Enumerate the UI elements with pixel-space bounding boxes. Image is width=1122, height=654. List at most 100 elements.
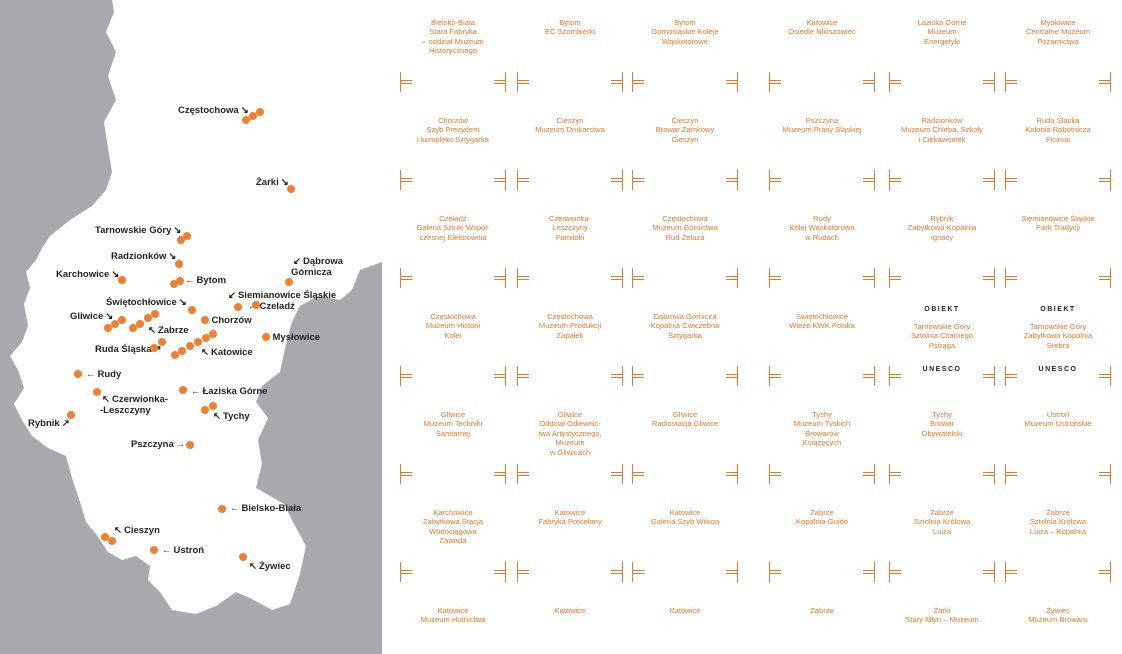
location-dot[interactable]	[234, 303, 242, 311]
location-dot[interactable]	[74, 370, 82, 378]
location-dot[interactable]	[249, 112, 257, 120]
site-card[interactable]: Tarnowskie Góry Zabytkowa Kopalnia Srebr…	[1001, 268, 1115, 392]
location-dot[interactable]	[101, 533, 109, 541]
site-card[interactable]: Karchowice Zabytkowa Stacja Wodociągowa …	[396, 464, 510, 588]
site-card[interactable]: Zabrze Sztolnia Królowa Luiza	[885, 464, 999, 588]
location-dot[interactable]	[188, 306, 196, 314]
site-card[interactable]: Tychy Muzeum Tyskich Browarów Książęcych	[765, 366, 879, 490]
location-dot[interactable]	[118, 316, 126, 324]
location-dot[interactable]	[262, 333, 270, 341]
site-card[interactable]: Rybnik Zabytkowa Kopalnia Ignacy	[885, 170, 999, 294]
site-card[interactable]: Bytom EC Szombierki	[513, 0, 627, 98]
site-card[interactable]: Siemianowice Śląskie Park Tradycji	[1001, 170, 1115, 294]
location-dot[interactable]	[170, 280, 178, 288]
location-dot[interactable]	[129, 324, 137, 332]
site-card[interactable]: Dąbrowa Górnicza Kopalnia Ćwiczebna Szty…	[628, 268, 742, 392]
location-dot[interactable]	[111, 320, 119, 328]
site-name: Zabrze Sztolnia Królowa Luiza	[913, 508, 971, 536]
site-name: Gliwice Radiostacja Gliwice	[651, 410, 719, 429]
site-card[interactable]: Bytom Górnośląskie Koleje Wąskotorowe	[628, 0, 742, 98]
corner-mark	[400, 374, 412, 386]
location-dot[interactable]	[183, 232, 191, 240]
site-card[interactable]: Mysłowice Centralne Muzeum Pożarnictwa	[1001, 0, 1115, 98]
corner-mark	[632, 170, 644, 182]
location-dot[interactable]	[179, 386, 187, 394]
site-card[interactable]: Katowice Muzeum Hutnictwa	[396, 562, 510, 654]
site-card[interactable]: Cieszyn Browar Zamkowy Cieszyn	[628, 72, 742, 196]
site-card[interactable]: Tychy Browar Obywatelski	[885, 366, 999, 490]
location-dot[interactable]	[108, 537, 116, 545]
site-card[interactable]: Gliwice Radiostacja Gliwice	[628, 366, 742, 490]
location-dot[interactable]	[93, 388, 101, 396]
location-dot[interactable]	[104, 324, 112, 332]
location-dot[interactable]	[202, 334, 210, 342]
corner-mark	[1099, 268, 1111, 280]
site-card[interactable]: Cieszyn Muzeum Drukarstwa	[513, 72, 627, 196]
site-card[interactable]: Pszczyna Muzeum Prasy Śląskiej	[765, 72, 879, 196]
site-card[interactable]: Ruda Śląska Kolonia Robotnicza Ficinus	[1001, 72, 1115, 196]
location-dot[interactable]	[209, 402, 217, 410]
corner-mark	[1099, 276, 1111, 288]
location-dot[interactable]	[252, 301, 260, 309]
site-card[interactable]: Czeladź Galeria Sztuki Współ- czesnej El…	[396, 170, 510, 294]
location-dot[interactable]	[178, 347, 186, 355]
site-card[interactable]: Katowice Fabryka Porcelany	[513, 464, 627, 588]
corner-mark	[889, 276, 901, 288]
corner-mark	[889, 178, 901, 190]
site-card[interactable]: Żywiec Muzeum Browaru	[1001, 562, 1115, 654]
location-dot[interactable]	[186, 342, 194, 350]
location-dot[interactable]	[256, 108, 264, 116]
location-dot[interactable]	[287, 185, 295, 193]
location-dot[interactable]	[150, 344, 158, 352]
location-dot[interactable]	[194, 338, 202, 346]
location-dot[interactable]	[176, 277, 184, 285]
site-card[interactable]: Zabrze	[765, 562, 879, 654]
site-card[interactable]: Katowice Galeria Szyb Wilson	[628, 464, 742, 588]
location-dot[interactable]	[175, 260, 183, 268]
city-label-karchowice: Karchowice ↘	[56, 268, 121, 282]
location-dot[interactable]	[239, 553, 247, 561]
location-dot[interactable]	[151, 310, 159, 318]
site-name: Świętochłowice Wieże KWK Polska	[789, 312, 855, 331]
location-dot[interactable]	[67, 411, 75, 419]
site-card[interactable]: Bielsko-Biała Stara Fabryka – oddział Mu…	[396, 0, 510, 98]
site-card[interactable]: Gliwice Oddział Odlewnic- twa Artystyczn…	[513, 366, 627, 490]
location-dot[interactable]	[144, 314, 152, 322]
location-dot[interactable]	[186, 441, 194, 449]
location-dot[interactable]	[171, 351, 179, 359]
site-card[interactable]: Katowice	[628, 562, 742, 654]
site-card[interactable]: Radzionków Muzeum Chleba, Szkoły i Cieka…	[885, 72, 999, 196]
site-card[interactable]: Częstochowa Muzeum Historii Kolei	[396, 268, 510, 392]
city-name: Rybnik	[28, 418, 60, 429]
site-card[interactable]: Częstochowa Muzeum Produkcji Zapałek	[513, 268, 627, 392]
city-label-radzionków: Radzionków ↘	[111, 250, 178, 264]
site-card[interactable]: Świętochłowice Wieże KWK Polska	[765, 268, 879, 392]
location-dot[interactable]	[158, 338, 166, 346]
site-card[interactable]: Tarnowskie Góry Sztolnia Czarnego Pstrąg…	[885, 268, 999, 392]
site-card[interactable]: Częstochowa Muzeum Górnictwa Rud Żelaza	[628, 170, 742, 294]
corner-mark	[517, 80, 529, 92]
location-dot[interactable]	[201, 316, 209, 324]
site-card[interactable]: Katowice	[513, 562, 627, 654]
site-card[interactable]: Chorzów Szyb Prezydent i kompleks Sztyga…	[396, 72, 510, 196]
location-dot[interactable]	[201, 406, 209, 414]
site-card[interactable]: Żarki Stary Młyn – Muzeum	[885, 562, 999, 654]
location-dot[interactable]	[242, 116, 250, 124]
site-card[interactable]: Zabrze Kopalnia Guido	[765, 464, 879, 588]
location-dot[interactable]	[136, 320, 144, 328]
arrow-icon: →	[175, 439, 186, 450]
site-card[interactable]: Zabrze Sztolnia Królowa Luiza – Kopalnia	[1001, 464, 1115, 588]
site-card[interactable]: Rudy Kolej Wąskotorowa w Rudach	[765, 170, 879, 294]
location-dot[interactable]	[177, 236, 185, 244]
site-card[interactable]: Czerwionka- Leszczyny Familoki	[513, 170, 627, 294]
location-dot[interactable]	[218, 505, 226, 513]
location-dot[interactable]	[209, 330, 217, 338]
site-card[interactable]: Ustroń Muzeum Ustrońskie	[1001, 366, 1115, 490]
location-dot[interactable]	[118, 276, 126, 284]
site-card[interactable]: Łaziska Górne Muzeum Energetyki	[885, 0, 999, 98]
site-card[interactable]: Gliwice Muzeum Techniki Sanitarnej	[396, 366, 510, 490]
location-dot[interactable]	[285, 278, 293, 286]
corner-mark	[400, 178, 412, 190]
site-card[interactable]: Katowice Osiedle Nikiszowiec	[765, 0, 879, 98]
location-dot[interactable]	[150, 546, 158, 554]
